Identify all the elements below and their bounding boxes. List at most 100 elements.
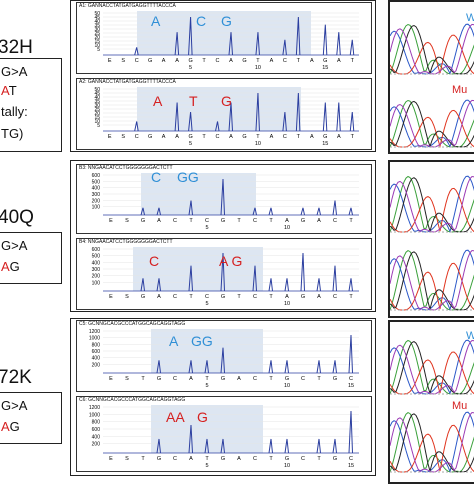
trace-curve [389, 175, 474, 233]
trace-curve [389, 24, 474, 75]
dispensation-letter: A [189, 376, 193, 382]
mutation-1-line-1: G>A [1, 64, 28, 79]
mutation-1-line-3: tally: [1, 104, 28, 119]
dispensation-letter: C [216, 134, 220, 140]
dispensation-letter: G [221, 218, 225, 224]
dispensation-letter: C [173, 218, 177, 224]
dispensation-letter: G [148, 134, 152, 140]
trace-curve [389, 339, 474, 395]
dispensation-letter: S [125, 218, 129, 224]
dispensation-letter: C [333, 294, 337, 300]
mutant-base-label: AA [166, 409, 185, 425]
pyrogram-C5: C5: GCNNGCACGCCCATGGCAGCAGGTAGG 1200 1000 8… [76, 320, 372, 392]
peak [140, 278, 145, 292]
y-tick-label: 400 [92, 356, 101, 362]
y-tick-label: 50 [94, 87, 100, 93]
codon-rest: T [8, 83, 17, 98]
mutant-base-label: A G [219, 253, 243, 269]
dispensation-letter: T [202, 58, 206, 64]
dispensation-letter: T [297, 58, 301, 64]
peak [188, 360, 193, 374]
peak [284, 360, 289, 374]
y-tick-label: 10 [94, 119, 100, 125]
dispensation-letter: G [301, 294, 305, 300]
wildtype-base-label: GG [191, 333, 213, 349]
dispensation-letter: G [333, 456, 337, 462]
y-tick-label: 300 [92, 192, 101, 198]
y-tick-label: 200 [92, 442, 101, 448]
pyrogram-header: C5: GCNNGCACGCCCATGGCAGCAGGTAGG [79, 321, 186, 327]
dispensation-letter: C [253, 218, 257, 224]
dispensation-letter: S [125, 456, 129, 462]
dispensation-letter: A [175, 134, 179, 140]
peak [220, 252, 225, 292]
dispensation-letter: E [109, 218, 113, 224]
dispensation-letter: C [349, 376, 353, 382]
mutant-base-label: A [153, 93, 163, 109]
pyrogram-C6: C6: GCNNGCACGCCCATGGCAGCAGGTAGG 1200 1000 8… [76, 396, 372, 472]
dispensation-letter: T [256, 134, 260, 140]
dispensation-letter: T [205, 376, 209, 382]
wildtype-base-label: C [151, 169, 162, 185]
dispensation-letter: A [285, 218, 289, 224]
position-tick: 10 [284, 463, 290, 469]
peak [316, 438, 321, 454]
trace-curve [389, 411, 474, 473]
dispensation-letter: C [173, 376, 177, 382]
dispensation-letter: A [317, 218, 321, 224]
dispensation-letter: G [188, 134, 192, 140]
dispensation-letter: G [221, 376, 225, 382]
trace-curve [389, 23, 474, 75]
trace-curve [389, 249, 474, 311]
dispensation-letter: C [173, 294, 177, 300]
mutation-2-box: G>A AG [0, 232, 62, 284]
pyrogram-A2: A2: GANNACCTATGATGAGGTTTTACCCA 50 45 40 35 30… [76, 78, 372, 150]
y-tick-label: 300 [92, 267, 101, 273]
dispensation-letter: A [317, 294, 321, 300]
dispensation-letter: A [337, 134, 341, 140]
peak [204, 438, 209, 454]
dispensation-letter: E [109, 294, 113, 300]
position-tick: 10 [284, 383, 290, 389]
dispensation-letter: G [285, 376, 289, 382]
dispensation-letter: T [237, 218, 241, 224]
trace-3-mut-label: Mu [452, 400, 468, 412]
peak [174, 102, 180, 132]
y-tick-label: 30 [94, 27, 100, 33]
position-tick: 10 [255, 141, 261, 147]
mutation-1-line-4: TG) [1, 126, 24, 141]
wildtype-base-label: A [151, 13, 161, 29]
peak [316, 360, 321, 374]
trace-panel-1: W Mu [388, 0, 474, 154]
mutation-3-line-2: AG [1, 420, 20, 434]
dispensation-letter: A [229, 58, 233, 64]
peak [188, 200, 193, 216]
dispensation-letter: T [269, 456, 273, 462]
mutant-base-label: C [149, 253, 160, 269]
y-tick-label: 1000 [89, 336, 100, 342]
dispensation-letter: T [269, 294, 273, 300]
peak [295, 92, 301, 132]
dispensation-letter: G [323, 134, 327, 140]
peak [134, 47, 139, 56]
trace-curve [389, 249, 474, 311]
dispensation-letter: T [205, 456, 209, 462]
dispensation-letter: T [317, 456, 321, 462]
position-tick: 5 [189, 141, 192, 147]
dispensation-letter: A [270, 134, 274, 140]
position-tick: 10 [255, 65, 261, 71]
wildtype-base-label: C [196, 13, 207, 29]
y-tick-label: 800 [92, 342, 101, 348]
mutation-1-line-2: AT [1, 84, 17, 98]
position-tick: 15 [348, 383, 354, 389]
dispensation-letter: A [310, 58, 314, 64]
dispensation-letter: A [337, 58, 341, 64]
peak [295, 16, 301, 56]
dispensation-letter: A [157, 218, 161, 224]
y-tick-label: 5 [97, 123, 100, 129]
position-tick: 10 [284, 225, 290, 231]
